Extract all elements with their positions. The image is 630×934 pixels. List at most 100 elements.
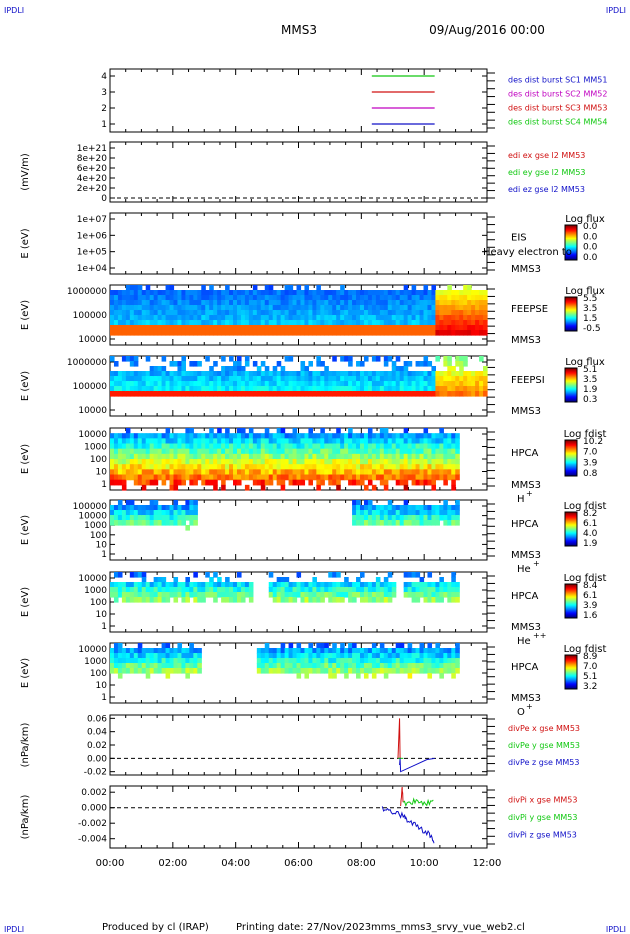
spectro-cell: [193, 305, 198, 311]
spectro-cell: [201, 285, 206, 291]
colorbar-cell: [565, 684, 577, 687]
spectro-cell: [423, 356, 429, 362]
spectro-cell: [419, 663, 425, 669]
spectro-cell: [383, 510, 389, 516]
spectro-cell: [328, 469, 333, 476]
spectro-cell: [367, 515, 373, 521]
spectro-cell: [371, 305, 377, 311]
spectro-cell: [256, 320, 262, 326]
colorbar-cell: [565, 388, 577, 391]
spectro-cell: [149, 515, 155, 521]
spectro-cell: [201, 453, 206, 460]
spectro-cell: [110, 505, 115, 511]
colorbar-title: Log fdist: [564, 644, 607, 655]
spectro-cell: [117, 668, 123, 674]
spectro-cell: [157, 505, 163, 511]
spectro-cell: [260, 469, 266, 476]
spectro-cell: [133, 325, 139, 331]
spectro-cell: [356, 459, 361, 465]
spectro-cell: [443, 663, 448, 669]
spectro-cell: [407, 505, 413, 511]
colorbar-cell: [565, 375, 577, 378]
colorbar-cell: [565, 523, 577, 525]
spectro-cell: [244, 310, 250, 316]
spectro-cell: [113, 464, 119, 470]
spectro-cell: [240, 592, 246, 598]
spectro-cell: [360, 320, 365, 326]
spectro-cell: [129, 572, 135, 578]
spectro-cell: [360, 572, 365, 578]
spectro-cell: [153, 469, 159, 476]
spectro-cell: [312, 587, 317, 593]
spectro-cell: [431, 479, 437, 486]
spectro-cell: [288, 643, 294, 649]
spectro-cell: [225, 290, 230, 296]
spectro-cell: [161, 515, 167, 521]
spectro-cell: [113, 381, 119, 387]
spectro-cell: [479, 315, 484, 321]
spectro-cell: [209, 315, 214, 321]
colorbar-cell: [565, 472, 577, 475]
spectro-cell: [197, 592, 202, 598]
spectro-cell: [391, 648, 397, 654]
spectro-cell: [459, 391, 464, 397]
panel-frame-10: [109, 785, 488, 849]
spectro-cell: [304, 648, 310, 654]
spectro-cell: [145, 453, 151, 460]
spectro-cell: [288, 371, 294, 377]
spectro-cell: [336, 376, 341, 382]
spectro-cell: [463, 320, 468, 326]
colorbar-tick: 4.0: [583, 529, 598, 539]
spectro-cell: [439, 592, 444, 598]
spectro-cell: [181, 391, 186, 397]
spectro-cell: [435, 356, 440, 362]
spectro-cell: [435, 459, 440, 465]
spectro-cell: [157, 464, 163, 470]
spectro-cell: [371, 515, 377, 521]
spectro-cell: [240, 453, 246, 460]
spectro-cell: [225, 386, 230, 392]
colorbar-cell: [565, 241, 577, 243]
spectro-cell: [411, 325, 417, 331]
spectro-cell: [403, 315, 409, 321]
spectro-cell: [316, 597, 321, 603]
spectro-cell: [141, 305, 147, 311]
spectro-cell: [439, 658, 444, 664]
spectro-cell: [340, 469, 345, 476]
spectro-cell: [141, 453, 147, 460]
colorbar-cell: [565, 310, 577, 313]
spectro-cell: [141, 310, 147, 316]
spectro-cell: [340, 325, 345, 331]
spectro-cell: [403, 572, 409, 578]
spectro-cell: [169, 505, 175, 511]
colorbar-cell: [565, 666, 577, 668]
spectro-cell: [260, 371, 266, 377]
spectro-cell: [332, 648, 337, 654]
spectro-cell: [177, 315, 183, 321]
spectro-cell: [467, 371, 472, 377]
spectro-cell: [236, 361, 242, 367]
spectro-cell: [300, 459, 306, 465]
spectro-cell: [125, 443, 131, 450]
spectro-cell: [181, 320, 186, 326]
spectro-cell: [451, 320, 456, 326]
spectro-cell: [181, 668, 186, 674]
spectro-cell: [415, 315, 421, 321]
spectro-cell: [296, 479, 302, 486]
spectro-cell: [383, 459, 389, 465]
spectro-cell: [304, 386, 310, 392]
spectro-cell: [284, 438, 290, 445]
spectro-cell: [121, 597, 127, 603]
spectro-cell: [260, 484, 266, 491]
spectro-cell: [145, 290, 151, 296]
spectro-cell: [363, 330, 369, 336]
spectro-cell: [391, 587, 397, 593]
spectro-cell: [296, 448, 302, 455]
spectro-cell: [121, 381, 127, 387]
colorbar-tick: 7.0: [583, 448, 598, 458]
spectro-cell: [276, 433, 282, 439]
spectro-cell: [403, 459, 409, 465]
spectro-cell: [252, 330, 258, 336]
spectro-cell: [229, 391, 234, 397]
spacecraft-label: MMS3: [511, 622, 541, 633]
